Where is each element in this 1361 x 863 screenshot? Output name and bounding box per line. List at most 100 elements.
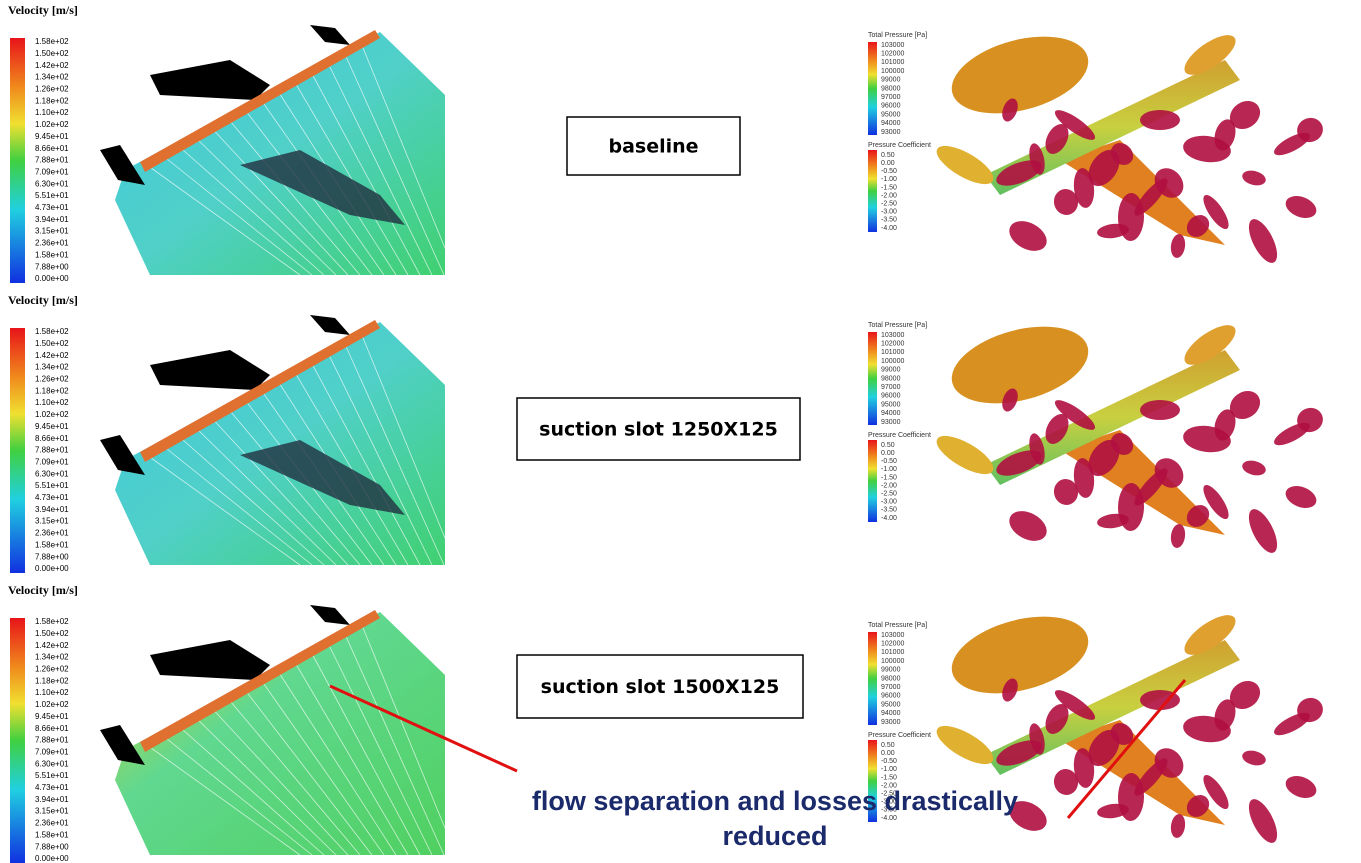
colorbar (10, 328, 25, 573)
legend-label: 0.00e+00 (35, 854, 69, 863)
legend-label: 1.10e+02 (35, 688, 69, 697)
legend-label: 7.88e+00 (35, 842, 69, 851)
legend-label: 7.09e+01 (35, 457, 69, 466)
colorbar (868, 150, 877, 232)
colorbar (868, 332, 877, 425)
vortex-blob (1282, 772, 1319, 802)
legend-title: Velocity [m/s] (8, 293, 78, 307)
legend-label: 3.15e+01 (35, 517, 69, 526)
legend-label: 94000 (881, 710, 901, 717)
legend-label: 93000 (881, 129, 901, 136)
nacelle (943, 603, 1096, 707)
tip (931, 429, 998, 482)
legend-label: 4.73e+01 (35, 783, 69, 792)
legend-title: Pressure Coefficient (868, 432, 931, 439)
colorbar (868, 440, 877, 522)
legend-label: 100000 (881, 68, 904, 75)
vortex-blob (1282, 192, 1319, 222)
legend-label: -4.00 (881, 225, 897, 232)
legend-label: 97000 (881, 384, 901, 391)
legend-label: 101000 (881, 349, 904, 356)
legend-label: 1.34e+02 (35, 653, 69, 662)
legend-label: 6.30e+01 (35, 759, 69, 768)
vortex-blob (1118, 483, 1145, 531)
legend-label: 0.00 (881, 750, 895, 757)
legend-label: 9.45e+01 (35, 422, 69, 431)
legend-label: 7.88e+01 (35, 446, 69, 455)
legend-label: 1.18e+02 (35, 386, 69, 395)
legend-label: 101000 (881, 649, 904, 656)
legend-title: Total Pressure [Pa] (868, 32, 927, 39)
legend-title: Velocity [m/s] (8, 583, 78, 597)
legend-label: 1.34e+02 (35, 73, 69, 82)
legend-label: 6.30e+01 (35, 469, 69, 478)
legend-label: 8.66e+01 (35, 144, 69, 153)
vortex-blob (1169, 523, 1186, 549)
legend-label: 2.36e+01 (35, 819, 69, 828)
legend-label: 96000 (881, 693, 901, 700)
legend-label: -1.50 (881, 474, 897, 481)
legend-label: 96000 (881, 103, 901, 110)
legend-label: 0.00e+00 (35, 564, 69, 573)
legend-label: 1.34e+02 (35, 363, 69, 372)
vortex-blob (1169, 233, 1186, 259)
vortex-blob (1118, 773, 1145, 821)
legend-label: -1.00 (881, 766, 897, 773)
legend-label: 95000 (881, 111, 901, 118)
legend-label: 7.88e+00 (35, 262, 69, 271)
legend-label: 93000 (881, 419, 901, 426)
legend-label: -2.00 (881, 482, 897, 489)
vortex-blob (1118, 193, 1145, 241)
tip (931, 719, 998, 772)
legend-label: 3.15e+01 (35, 807, 69, 816)
wing-shape (150, 640, 270, 680)
legend-title: Pressure Coefficient (868, 142, 931, 149)
legend-label: -3.50 (881, 507, 897, 514)
legend-label: 6.30e+01 (35, 179, 69, 188)
legend-label: 1.26e+02 (35, 375, 69, 384)
vortex-blob (1241, 168, 1268, 187)
annotation: reduced (722, 821, 827, 851)
nacelle (943, 313, 1096, 417)
vortex-blob (1140, 400, 1180, 420)
legend-label: 9.45e+01 (35, 712, 69, 721)
legend-label: 94000 (881, 410, 901, 417)
legend-label: 7.88e+00 (35, 552, 69, 561)
legend-label: 101000 (881, 59, 904, 66)
legend-label: 1.18e+02 (35, 676, 69, 685)
nacelle (943, 23, 1096, 127)
wing-shape (310, 605, 350, 625)
legend-label: 97000 (881, 94, 901, 101)
legend-label: -0.50 (881, 758, 897, 765)
legend-label: 96000 (881, 393, 901, 400)
legend-label: -1.00 (881, 466, 897, 473)
legend-label: -2.50 (881, 491, 897, 498)
legend-title: Total Pressure [Pa] (868, 622, 927, 629)
legend-label: 1.50e+02 (35, 49, 69, 58)
wing-shape (310, 25, 350, 45)
legend-label: 7.88e+01 (35, 156, 69, 165)
legend-label: 1.42e+02 (35, 641, 69, 650)
wing-shape (310, 315, 350, 335)
legend-label: 1.58e+02 (35, 327, 69, 336)
legend-label: 98000 (881, 675, 901, 682)
legend-label: -1.50 (881, 774, 897, 781)
legend-label: 1.26e+02 (35, 665, 69, 674)
legend-title: Pressure Coefficient (868, 732, 931, 739)
case-label: suction slot 1500X125 (541, 676, 780, 698)
legend-label: -1.50 (881, 184, 897, 191)
legend-label: 100000 (881, 658, 904, 665)
legend-label: 0.50 (881, 742, 895, 749)
legend-label: 98000 (881, 85, 901, 92)
legend-label: 5.51e+01 (35, 771, 69, 780)
legend-label: 1.50e+02 (35, 339, 69, 348)
legend-label: 1.50e+02 (35, 629, 69, 638)
legend-label: 3.15e+01 (35, 227, 69, 236)
legend-label: 93000 (881, 719, 901, 726)
legend-label: 2.36e+01 (35, 239, 69, 248)
legend-label: 9.45e+01 (35, 132, 69, 141)
legend-label: 1.58e+02 (35, 37, 69, 46)
legend-label: 0.00e+00 (35, 274, 69, 283)
legend-label: -0.50 (881, 458, 897, 465)
legend-label: 7.09e+01 (35, 747, 69, 756)
